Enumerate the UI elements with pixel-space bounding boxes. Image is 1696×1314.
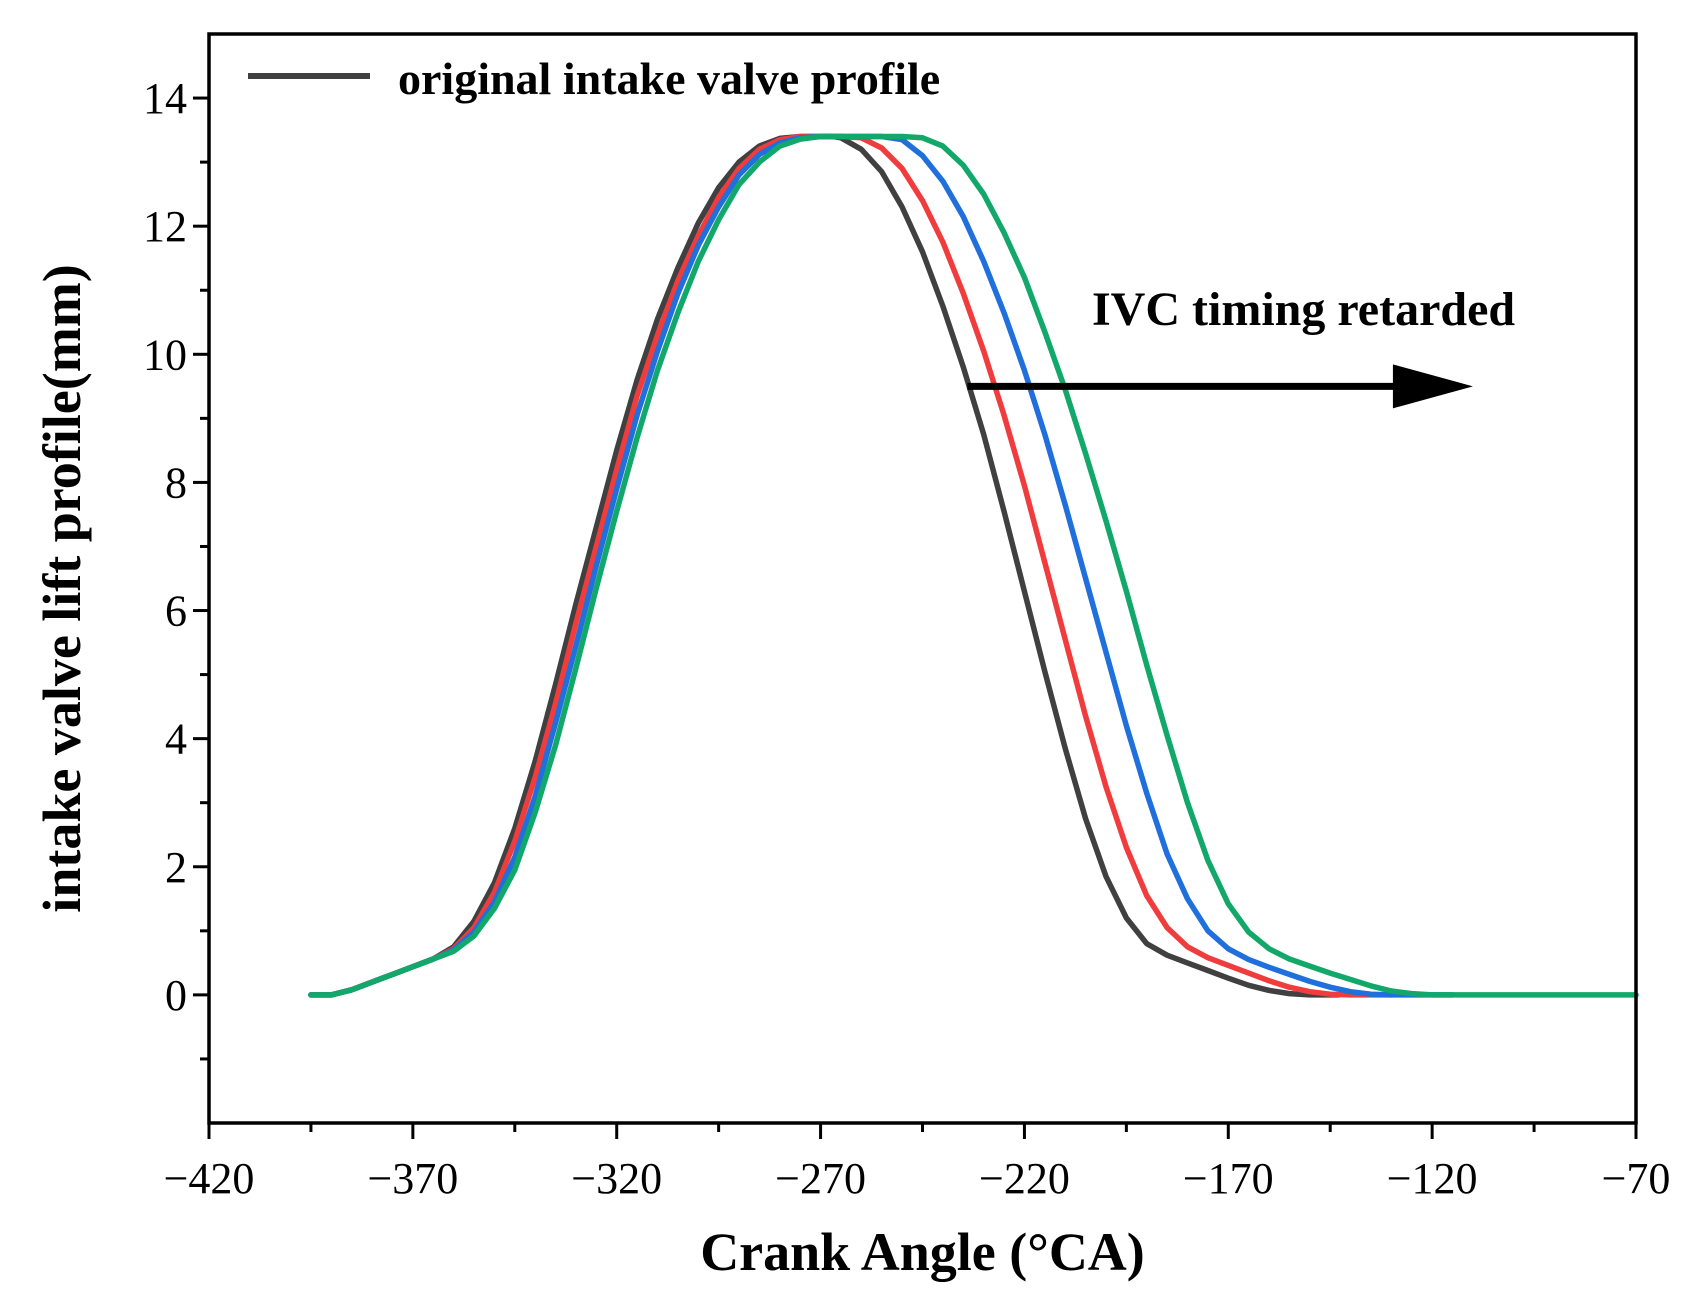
x-axis-title: Crank Angle (°CA) bbox=[700, 1222, 1145, 1282]
x-tick-label: −320 bbox=[571, 1154, 662, 1203]
x-tick-label: −420 bbox=[164, 1154, 255, 1203]
x-tick-label: −70 bbox=[1602, 1154, 1671, 1203]
x-tick-label: −220 bbox=[979, 1154, 1070, 1203]
y-tick-label: 2 bbox=[165, 843, 187, 892]
series-line-2 bbox=[308, 133, 1395, 998]
x-tick-label: −120 bbox=[1387, 1154, 1478, 1203]
y-tick-label: 4 bbox=[165, 715, 187, 764]
series-layer bbox=[308, 133, 1639, 998]
annotation-label: IVC timing retarded bbox=[1092, 283, 1515, 336]
y-tick-label: 6 bbox=[165, 587, 187, 636]
x-tick-label: −270 bbox=[775, 1154, 866, 1203]
legend-label-original: original intake valve profile bbox=[398, 53, 940, 104]
y-tick-label: 14 bbox=[143, 74, 187, 123]
series-line-4 bbox=[308, 133, 1639, 998]
series-line-3 bbox=[308, 133, 1456, 998]
legend: original intake valve profile bbox=[248, 53, 940, 104]
y-tick-label: 8 bbox=[165, 458, 187, 507]
axes-layer: −420 −370 −320 −270 −220 −170 −120 −70 0 2 4 6 8 10 12… bbox=[143, 32, 1671, 1203]
y-tick-label: 10 bbox=[143, 330, 187, 379]
y-tick-label: 12 bbox=[143, 202, 187, 251]
y-axis-title: intake valve lift profile(mm) bbox=[32, 264, 92, 912]
annotation-layer bbox=[967, 364, 1473, 409]
y-tick-label: 0 bbox=[165, 971, 187, 1020]
x-tick-label: −370 bbox=[367, 1154, 458, 1203]
x-tick-label: −170 bbox=[1183, 1154, 1274, 1203]
series-line-1 bbox=[308, 133, 1342, 998]
annotation-arrow-head bbox=[1392, 364, 1473, 409]
